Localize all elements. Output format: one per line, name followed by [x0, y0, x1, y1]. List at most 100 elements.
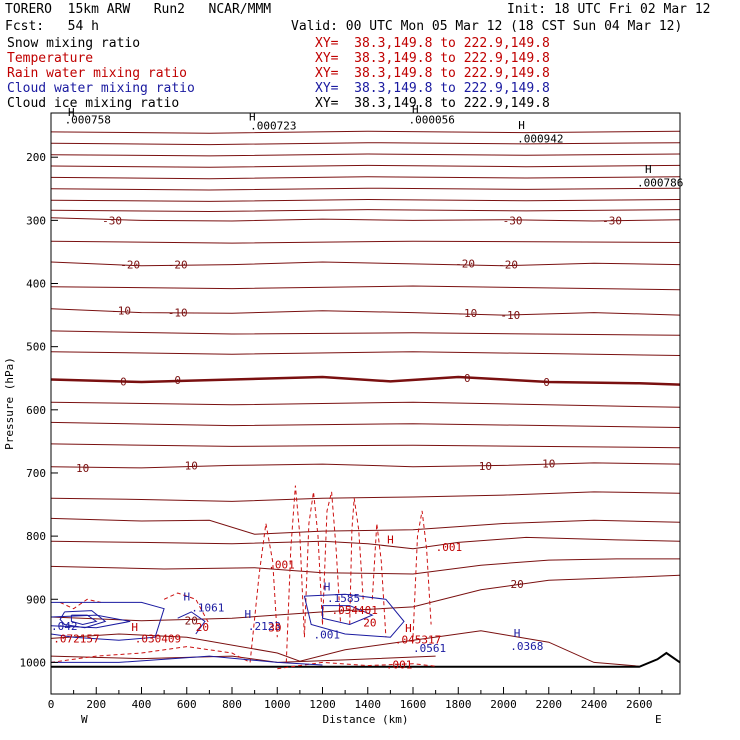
legend-cloud-water-xy: XY= 38.3,149.8 to 222.9,149.8 [315, 81, 550, 96]
isotherm-line [50, 351, 681, 356]
legend-rain: Rain water mixing ratio [7, 66, 188, 81]
x-tick-label: 1400 [355, 698, 382, 711]
max-value-label: .042 [51, 620, 78, 633]
cloud-water-contour [322, 605, 374, 626]
rain-contour [285, 485, 305, 663]
high-marker: H [412, 103, 419, 116]
contour-label: 10 [479, 460, 492, 473]
max-value-label: .072157 [53, 632, 99, 645]
contour-label: 0 [120, 375, 127, 388]
max-value-label: .030409 [135, 632, 181, 645]
x-tick-label: 1000 [264, 698, 291, 711]
isotherm-line [50, 198, 681, 202]
y-tick-label: 500 [26, 341, 46, 354]
max-value-label: 20 [196, 621, 209, 634]
max-value-label: 20 [363, 617, 376, 630]
max-value-label: .001 [386, 658, 413, 671]
rain-contour [303, 491, 323, 638]
plot-frame [50, 112, 681, 695]
y-axis-label: Pressure (hPa) [3, 357, 16, 450]
forecast-hour: Fcst: 54 h [5, 19, 99, 34]
high-marker: H [324, 580, 331, 593]
x-tick-label: 2000 [490, 698, 517, 711]
model-title: TORERO 15km ARW Run2 NCAR/MMM [5, 2, 272, 17]
max-value-label: .000786 [637, 176, 683, 189]
max-value-label: .045317 [395, 634, 441, 647]
y-tick-label: 700 [26, 467, 46, 480]
isotherm-line [50, 655, 436, 663]
x-tick-label: 2200 [536, 698, 563, 711]
max-value-label: .0368 [510, 640, 543, 653]
x-tick-label: 2600 [626, 698, 653, 711]
cloud-water-contour [70, 614, 98, 626]
legend-cloud-ice-xy: XY= 38.3,149.8 to 222.9,149.8 [315, 96, 550, 111]
contour-label: 10 [185, 459, 198, 472]
max-value-label: .2123 [248, 620, 281, 633]
rain-contour [371, 523, 387, 638]
axes: 0 200 400 600 800 1000 1200 1400 1600 1800 2000 220… [20, 151, 663, 711]
isotherm-line [50, 153, 681, 157]
cloud-water-contour [303, 593, 405, 638]
x-tick-label: 400 [132, 698, 152, 711]
x-axis-east-label: E [655, 713, 662, 726]
valid-time: Valid: 00 UTC Mon 05 Mar 12 (18 CST Sun … [291, 19, 683, 34]
max-value-label: .1061 [191, 601, 224, 614]
ground-line [51, 651, 681, 668]
y-tick-label: 200 [26, 151, 46, 164]
max-value-label: 30 [268, 622, 281, 635]
high-marker: H [183, 591, 190, 604]
y-tick-label: 400 [26, 278, 46, 291]
rain-contour [322, 491, 342, 625]
rain-contour [349, 498, 364, 625]
max-value-label: .000723 [250, 120, 296, 133]
temperature-contours: -30 -30 -30 -20 -20 -20 -20 -10 -10 -10 -10 0 0 0 0 10 1… [50, 130, 681, 668]
isotherm-line [50, 558, 680, 575]
contour-label: -20 [455, 257, 475, 270]
contour-label: 0 [174, 374, 181, 387]
isotherm-line [50, 187, 681, 191]
max-value-label: .001 [436, 541, 463, 554]
y-tick-label: 900 [26, 593, 46, 606]
y-tick-label: 1000 [20, 656, 47, 669]
contour-label: 0 [464, 372, 471, 385]
x-tick-label: 2400 [581, 698, 608, 711]
x-tick-label: 1600 [400, 698, 427, 711]
isotherm-line [50, 517, 681, 535]
isotherm--10 [50, 308, 681, 316]
isotherm-line [50, 401, 681, 408]
isotherm-line [50, 330, 681, 336]
isotherm-line [50, 240, 681, 244]
legend-temperature: Temperature [7, 51, 94, 66]
contour-label: -20 [168, 259, 188, 272]
max-value-label: .000758 [65, 113, 111, 126]
legend-cloud-water: Cloud water mixing ratio [7, 81, 195, 96]
high-marker: H [387, 534, 394, 547]
x-tick-label: 800 [222, 698, 242, 711]
x-tick-label: 1800 [445, 698, 472, 711]
isotherm-20 [50, 574, 681, 622]
max-value-label: .001 [313, 629, 340, 642]
contour-label: -10 [500, 309, 520, 322]
contour-label: 10 [542, 457, 555, 470]
isotherm-line [50, 285, 681, 291]
isotherm-line [50, 209, 681, 213]
contour-label: 10 [76, 462, 89, 475]
contour-label: -20 [120, 259, 140, 272]
contour-label: 20 [185, 615, 198, 628]
rain-contour [59, 598, 101, 610]
rain-contour [249, 523, 278, 663]
rain-contour [50, 646, 251, 663]
isotherm-line [50, 491, 681, 502]
legend-cloud-ice: Cloud ice mixing ratio [7, 96, 180, 111]
isotherm-line [50, 130, 681, 134]
high-marker: H [131, 621, 138, 634]
high-marker: H [405, 622, 412, 635]
high-marker: H [514, 627, 521, 640]
rain-contour [412, 510, 432, 638]
contour-label: -30 [602, 214, 622, 227]
x-axis-label: Distance (km) [322, 713, 408, 726]
legend-snow: Snow mixing ratio [7, 36, 141, 51]
init-time: Init: 18 UTC Fri 02 Mar 12 [507, 2, 711, 17]
high-marker: H [245, 608, 252, 621]
